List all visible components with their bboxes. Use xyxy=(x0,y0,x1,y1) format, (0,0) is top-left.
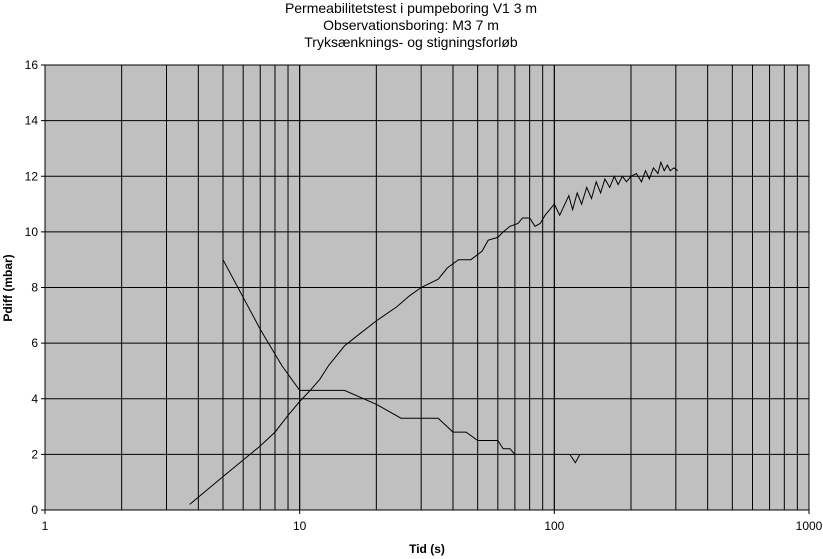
tick-labels: 0 2 4 6 8 10 12 14 16 1 10 100 1000 xyxy=(25,58,823,533)
data-series xyxy=(189,160,679,505)
x-tick-label: 1000 xyxy=(796,519,823,533)
series-line-3 xyxy=(569,454,581,464)
series-line-2 xyxy=(222,259,516,455)
y-tick-label: 2 xyxy=(31,447,38,461)
y-tick-label: 0 xyxy=(31,503,38,517)
y-tick-label: 14 xyxy=(25,114,39,128)
x-tick-label: 10 xyxy=(293,519,307,533)
y-tick-label: 10 xyxy=(25,225,39,239)
x-tick-label: 100 xyxy=(544,519,564,533)
x-tick-label: 1 xyxy=(42,519,49,533)
y-tick-label: 12 xyxy=(25,169,39,183)
y-tick-label: 6 xyxy=(31,336,38,350)
x-axis-title: Tid (s) xyxy=(409,542,445,556)
chart-title-line-2: Observationsboring: M3 7 m xyxy=(323,17,499,33)
y-tick-label: 16 xyxy=(25,58,39,72)
y-tick-label: 8 xyxy=(31,281,38,295)
chart-title-line-3: Tryksænknings- og stigningsforløb xyxy=(304,34,518,50)
series-line-1 xyxy=(189,160,679,505)
grid-lines xyxy=(45,65,809,510)
y-axis-title: Pdiff (mbar) xyxy=(1,254,15,321)
chart-title-line-1: Permeabilitetstest i pumpeboring V1 3 m xyxy=(285,0,537,16)
y-tick-label: 4 xyxy=(31,392,38,406)
